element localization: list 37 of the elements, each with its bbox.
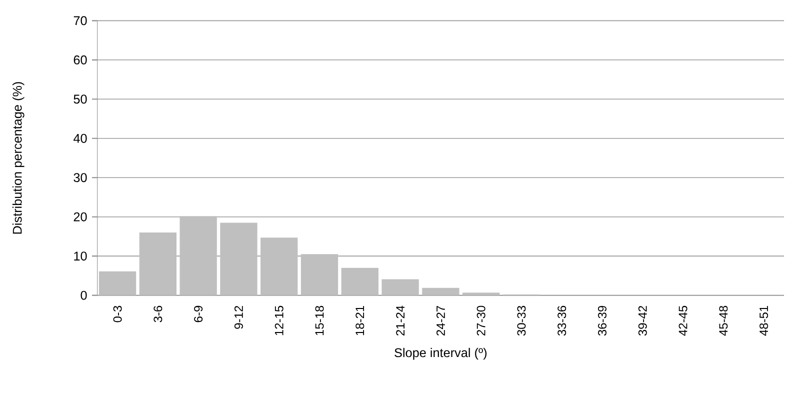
x-tick-label: 39-42: [638, 306, 647, 336]
y-tick-label: 40: [74, 134, 87, 143]
y-axis-title: Distribution percentage (%): [12, 82, 24, 234]
bar: [260, 238, 298, 296]
bar: [462, 292, 500, 296]
y-tick-label: 50: [74, 94, 87, 104]
x-tick-label: 45-48: [719, 306, 728, 336]
x-tick-label: 30-33: [517, 306, 526, 336]
y-tick-label: 20: [74, 212, 87, 222]
bar: [220, 222, 258, 296]
x-tick-label: 24-27: [436, 306, 445, 336]
bar: [341, 268, 378, 296]
x-tick-label: 6-9: [194, 306, 203, 322]
x-tick-label: 21-24: [396, 306, 404, 336]
x-tick-label: 0-3: [113, 306, 122, 322]
bar: [180, 216, 217, 296]
bar: [422, 288, 460, 296]
x-tick-label: 3-6: [154, 306, 162, 322]
x-tick-label: 36-39: [598, 306, 606, 336]
y-tick-label: 70: [74, 16, 87, 26]
y-tick-label: 60: [74, 55, 87, 64]
y-tick-label: 10: [74, 252, 87, 261]
x-tick-label: 48-51: [760, 306, 768, 336]
y-tick-label: 30: [74, 173, 87, 182]
x-tick-label: 12-15: [274, 306, 284, 336]
bar: [139, 232, 177, 296]
x-tick-label: 42-45: [678, 306, 688, 336]
bar: [382, 279, 419, 296]
x-tick-label: 9-12: [234, 306, 243, 329]
x-tick-label: 18-21: [356, 306, 364, 336]
x-tick-label: 27-30: [476, 306, 486, 336]
x-axis-title: Slope interval (º): [394, 348, 487, 360]
x-tick-label: 33-36: [558, 306, 566, 336]
y-tick-label: 0: [80, 290, 87, 300]
bar: [98, 271, 136, 296]
bar: [300, 254, 338, 296]
x-tick-label: 15-18: [315, 306, 324, 336]
